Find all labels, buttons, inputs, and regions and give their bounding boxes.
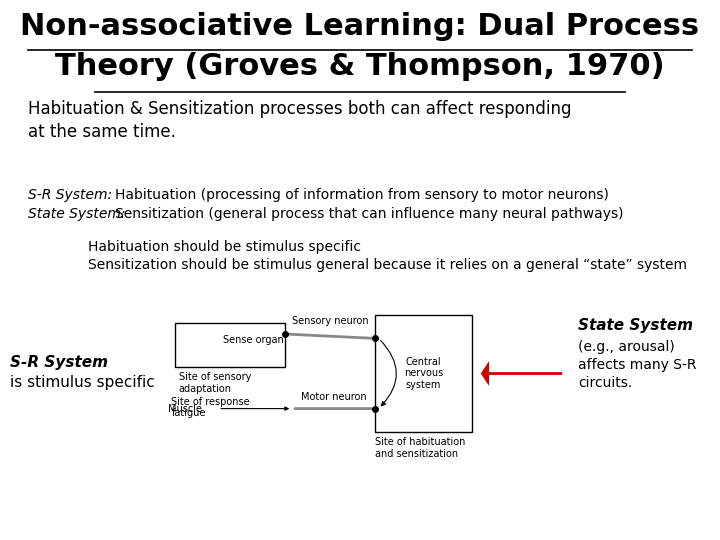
Text: Sensitization (general process that can influence many neural pathways): Sensitization (general process that can … — [115, 207, 624, 221]
Text: Site of habituation
and sensitization: Site of habituation and sensitization — [375, 437, 465, 459]
Text: Sensitization should be stimulus general because it relies on a general “state” : Sensitization should be stimulus general… — [88, 258, 687, 272]
Text: Site of response
fatigue: Site of response fatigue — [171, 397, 250, 418]
Text: Habituation should be stimulus specific: Habituation should be stimulus specific — [88, 240, 361, 254]
Text: is stimulus specific: is stimulus specific — [10, 375, 155, 390]
Text: Central
nervous
system: Central nervous system — [404, 357, 443, 390]
Text: Habituation (processing of information from sensory to motor neurons): Habituation (processing of information f… — [115, 188, 609, 202]
Text: (e.g., arousal)
affects many S-R
circuits.: (e.g., arousal) affects many S-R circuit… — [578, 340, 696, 390]
Text: Site of sensory
adaptation: Site of sensory adaptation — [179, 373, 251, 394]
Text: Sense organ: Sense organ — [222, 335, 284, 345]
Text: Motor neuron: Motor neuron — [301, 392, 366, 402]
Text: Theory (Groves & Thompson, 1970): Theory (Groves & Thompson, 1970) — [55, 52, 665, 81]
Text: Habituation & Sensitization processes both can affect responding
at the same tim: Habituation & Sensitization processes bo… — [28, 100, 572, 141]
Text: S-R System: S-R System — [10, 355, 108, 370]
Text: State System: State System — [578, 318, 693, 333]
Text: State System:: State System: — [28, 207, 125, 221]
Text: Sensory neuron: Sensory neuron — [292, 316, 369, 327]
FancyBboxPatch shape — [175, 323, 285, 367]
Text: Non-associative Learning: Dual Process: Non-associative Learning: Dual Process — [20, 12, 700, 41]
FancyBboxPatch shape — [375, 315, 472, 432]
Text: Muscle: Muscle — [168, 403, 202, 414]
Text: S-R System:: S-R System: — [28, 188, 112, 202]
